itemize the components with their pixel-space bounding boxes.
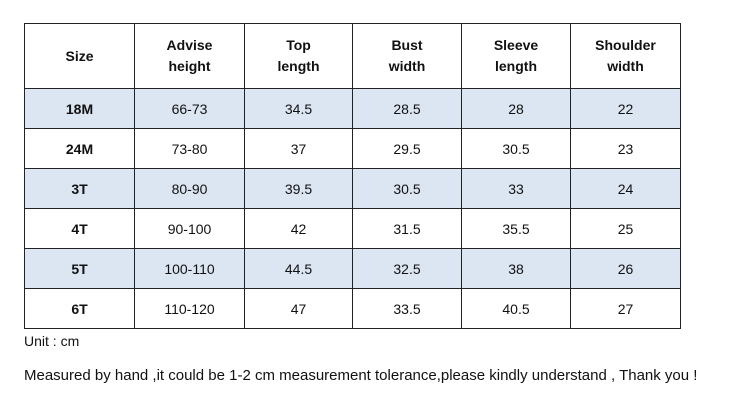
table-row: 5T 100-110 44.5 32.5 38 26 (24, 248, 681, 289)
table-cell: 66-73 (134, 88, 245, 129)
table-cell: 73-80 (134, 128, 245, 169)
table-cell: 30.5 (461, 128, 571, 169)
size-cell: 5T (24, 248, 135, 289)
size-cell: 4T (24, 208, 135, 249)
table-cell: 32.5 (352, 248, 462, 289)
table-cell: 38 (461, 248, 571, 289)
table-cell: 26 (570, 248, 681, 289)
header-cell: Bust width (352, 23, 462, 89)
table-cell: 35.5 (461, 208, 571, 249)
header-cell: Sleeve length (461, 23, 571, 89)
table-cell: 110-120 (134, 288, 245, 329)
table-cell: 90-100 (134, 208, 245, 249)
table-cell: 30.5 (352, 168, 462, 209)
table-cell: 33 (461, 168, 571, 209)
table-row: 18M 66-73 34.5 28.5 28 22 (24, 88, 681, 129)
header-cell: Size (24, 23, 135, 89)
size-table: Size Advise height Top length Bust width Sle… (24, 23, 681, 329)
table-row: 6T 110-120 47 33.5 40.5 27 (24, 288, 681, 329)
table-cell: 42 (244, 208, 353, 249)
header-cell: Shoulder width (570, 23, 681, 89)
table-cell: 33.5 (352, 288, 462, 329)
table-cell: 27 (570, 288, 681, 329)
table-cell: 25 (570, 208, 681, 249)
table-cell: 39.5 (244, 168, 353, 209)
table-cell: 47 (244, 288, 353, 329)
table-cell: 40.5 (461, 288, 571, 329)
size-cell: 3T (24, 168, 135, 209)
table-cell: 22 (570, 88, 681, 129)
table-cell: 34.5 (244, 88, 353, 129)
size-cell: 18M (24, 88, 135, 129)
size-cell: 6T (24, 288, 135, 329)
table-row: 24M 73-80 37 29.5 30.5 23 (24, 128, 681, 169)
table-row: 3T 80-90 39.5 30.5 33 24 (24, 168, 681, 209)
size-cell: 24M (24, 128, 135, 169)
table-cell: 29.5 (352, 128, 462, 169)
table-cell: 80-90 (134, 168, 245, 209)
tolerance-note: Measured by hand ,it could be 1-2 cm mea… (24, 367, 698, 384)
header-cell: Top length (244, 23, 353, 89)
header-row: Size Advise height Top length Bust width Sle… (24, 23, 681, 89)
unit-note: Unit : cm (24, 333, 80, 349)
table-cell: 44.5 (244, 248, 353, 289)
table-cell: 24 (570, 168, 681, 209)
table-body: 18M 66-73 34.5 28.5 28 22 24M 73-80 37 29.5 30.5 23… (24, 88, 681, 329)
table-cell: 31.5 (352, 208, 462, 249)
table-cell: 37 (244, 128, 353, 169)
table-cell: 100-110 (134, 248, 245, 289)
table-cell: 23 (570, 128, 681, 169)
header-cell: Advise height (134, 23, 245, 89)
table-row: 4T 90-100 42 31.5 35.5 25 (24, 208, 681, 249)
table-cell: 28 (461, 88, 571, 129)
table-cell: 28.5 (352, 88, 462, 129)
